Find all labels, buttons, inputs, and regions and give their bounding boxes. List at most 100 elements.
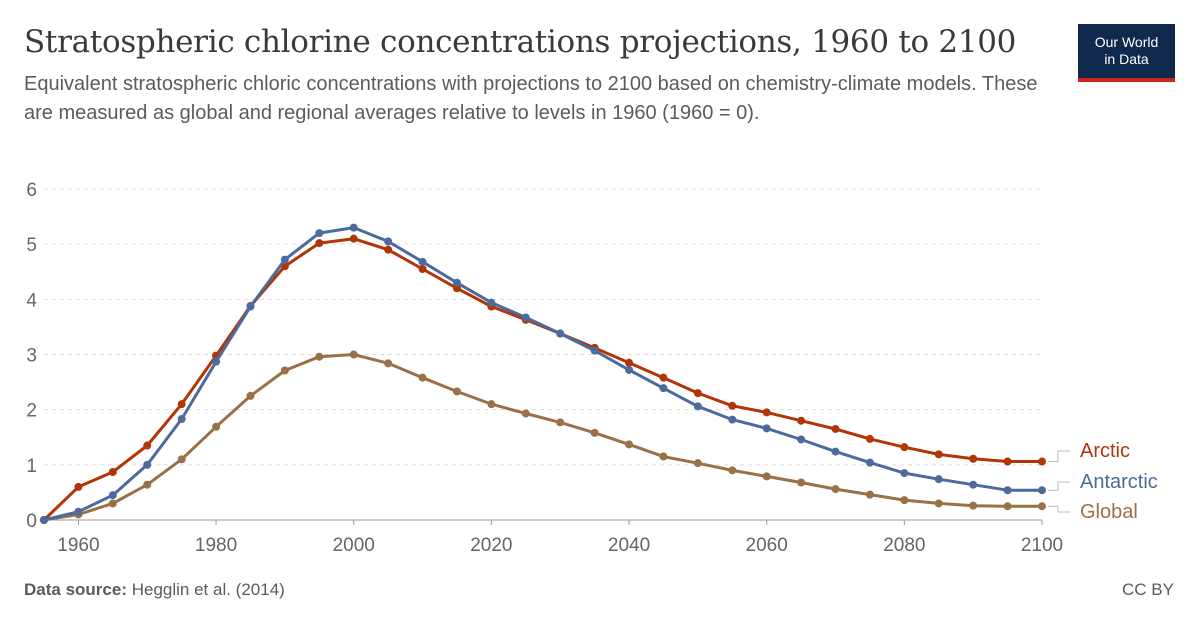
data-point-global	[590, 428, 599, 437]
data-point-antarctic	[246, 302, 255, 311]
logo-line-2: in Data	[1104, 51, 1149, 67]
data-point-antarctic	[40, 516, 48, 524]
license-link[interactable]: CC BY	[1122, 580, 1174, 599]
series-line-global	[42, 353, 1044, 522]
series-label-antarctic: Antarctic	[1080, 471, 1158, 493]
data-point-global	[693, 459, 702, 468]
data-point-antarctic	[521, 313, 530, 322]
x-tick-label: 2020	[470, 535, 512, 556]
data-point-global	[1038, 502, 1046, 511]
data-source: Data source: Hegglin et al. (2014)	[24, 580, 285, 600]
x-tick-label: 1960	[57, 535, 99, 556]
data-point-antarctic	[143, 460, 152, 469]
y-tick-label: 0	[26, 511, 37, 532]
series-label-arctic: Arctic	[1080, 440, 1130, 462]
data-point-antarctic	[1038, 486, 1046, 495]
data-point-global	[452, 387, 461, 396]
data-point-antarctic	[212, 357, 221, 366]
data-source-label: Data source:	[24, 580, 127, 599]
data-point-arctic	[108, 468, 117, 477]
data-point-global	[143, 480, 152, 489]
y-tick-label: 3	[26, 346, 37, 367]
x-tick-label: 2080	[883, 535, 925, 556]
legend-connector	[1048, 481, 1070, 491]
data-point-global	[349, 350, 358, 359]
y-tick-label: 2	[26, 401, 37, 422]
data-point-global	[659, 452, 668, 461]
data-point-arctic	[728, 401, 737, 410]
data-point-arctic	[452, 284, 461, 293]
data-point-antarctic	[280, 255, 289, 264]
data-point-antarctic	[384, 237, 393, 246]
data-point-antarctic	[1003, 486, 1012, 495]
data-point-arctic	[177, 400, 186, 409]
data-point-arctic	[418, 264, 427, 273]
series-line-antarctic	[42, 226, 1044, 522]
data-point-global	[831, 485, 840, 494]
legend-connector	[1048, 450, 1070, 463]
data-point-antarctic	[177, 415, 186, 424]
data-point-global	[762, 472, 771, 481]
data-point-arctic	[762, 408, 771, 417]
data-point-antarctic	[900, 469, 909, 478]
data-point-global	[556, 418, 565, 427]
y-tick-label: 1	[26, 456, 37, 477]
data-point-antarctic	[590, 346, 599, 355]
x-tick-label: 2060	[746, 535, 788, 556]
data-point-antarctic	[74, 507, 83, 516]
y-tick-label: 6	[26, 180, 37, 201]
chart-title: Stratospheric chlorine concentrations pr…	[24, 24, 1017, 60]
x-tick-label: 2100	[1021, 535, 1063, 556]
x-tick-label: 1980	[195, 535, 237, 556]
data-point-global	[797, 478, 806, 487]
logo-line-1: Our World	[1094, 34, 1159, 50]
data-point-antarctic	[418, 257, 427, 266]
data-point-antarctic	[556, 329, 565, 338]
legend-connector	[1048, 505, 1070, 513]
chart-subtitle: Equivalent stratospheric chloric concent…	[24, 73, 1038, 124]
data-point-arctic	[74, 482, 83, 491]
data-point-arctic	[625, 358, 634, 367]
data-point-global	[108, 499, 117, 508]
data-point-arctic	[143, 441, 152, 450]
data-point-global	[900, 496, 909, 505]
data-point-global	[934, 499, 943, 508]
data-point-antarctic	[728, 415, 737, 424]
data-point-antarctic	[487, 298, 496, 307]
data-point-antarctic	[831, 447, 840, 456]
data-point-arctic	[865, 434, 874, 443]
data-point-arctic	[315, 239, 324, 248]
data-point-arctic	[831, 424, 840, 433]
data-point-global	[280, 366, 289, 375]
series-line-arctic	[42, 237, 1044, 522]
data-point-arctic	[693, 389, 702, 398]
data-point-global	[384, 359, 393, 368]
data-point-global	[969, 501, 978, 510]
data-point-arctic	[934, 450, 943, 459]
data-point-global	[177, 455, 186, 464]
data-point-global	[487, 400, 496, 409]
data-point-arctic	[900, 443, 909, 452]
data-source-text: Hegglin et al. (2014)	[131, 580, 285, 599]
data-point-antarctic	[349, 223, 358, 232]
y-tick-label: 4	[26, 290, 37, 311]
data-point-global	[1003, 502, 1012, 511]
data-point-global	[521, 409, 530, 418]
data-point-antarctic	[452, 278, 461, 287]
data-point-global	[625, 440, 634, 449]
data-point-arctic	[1003, 457, 1012, 466]
x-tick-label: 2000	[333, 535, 375, 556]
x-tick-label: 2040	[608, 535, 650, 556]
data-point-arctic	[349, 234, 358, 243]
data-point-antarctic	[762, 424, 771, 433]
data-point-arctic	[969, 454, 978, 463]
data-point-antarctic	[797, 435, 806, 444]
data-point-global	[315, 352, 324, 361]
data-point-antarctic	[625, 365, 634, 374]
owid-logo[interactable]: Our World in Data	[1078, 24, 1175, 82]
data-point-global	[418, 373, 427, 382]
data-point-global	[865, 490, 874, 499]
data-point-arctic	[797, 416, 806, 425]
data-point-arctic	[1038, 457, 1046, 466]
data-point-antarctic	[108, 491, 117, 500]
